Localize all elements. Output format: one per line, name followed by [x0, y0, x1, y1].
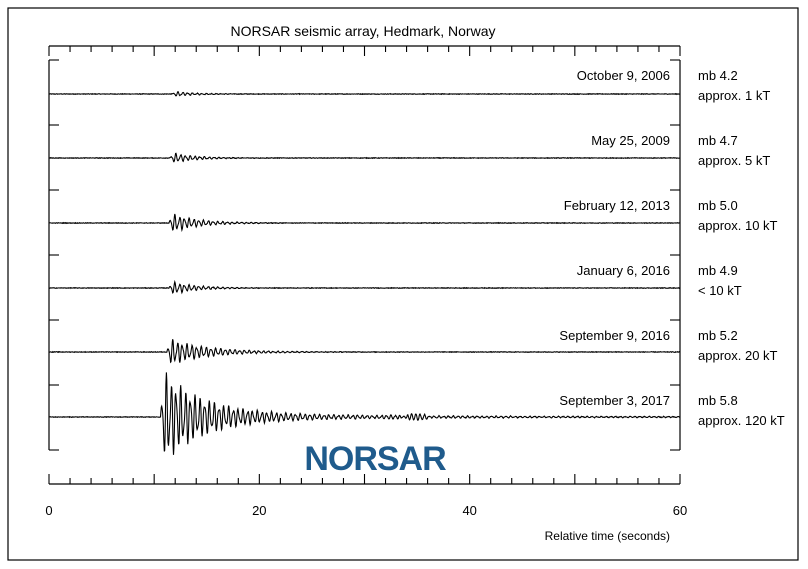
x-tick-label-40: 40 — [462, 503, 476, 518]
outer-frame — [7, 7, 799, 561]
seismogram-trace — [48, 91, 680, 97]
trace-date-label: January 6, 2016 — [577, 263, 670, 278]
seismogram-trace — [48, 372, 681, 455]
magnitude-label: mb 4.2 — [698, 68, 738, 83]
seismogram-trace — [48, 279, 681, 295]
magnitude-label: mb 5.2 — [698, 328, 738, 343]
seismogram-trace — [48, 152, 681, 163]
yield-label: approx. 10 kT — [698, 218, 778, 233]
norsar-logo: NORSAR — [304, 440, 447, 478]
magnitude-label: mb 4.9 — [698, 263, 738, 278]
trace-date-label: October 9, 2006 — [577, 68, 670, 83]
yield-label: approx. 5 kT — [698, 153, 770, 168]
yield-label: approx. 120 kT — [698, 413, 785, 428]
x-axis-label: Relative time (seconds) — [545, 529, 670, 543]
trace-date-label: September 9, 2016 — [559, 328, 670, 343]
x-tick-label-60: 60 — [673, 503, 687, 518]
trace-date-label: February 12, 2013 — [564, 198, 670, 213]
seismogram-trace — [48, 339, 681, 364]
yield-label: approx. 20 kT — [698, 348, 778, 363]
chart-title: NORSAR seismic array, Hedmark, Norway — [230, 23, 495, 39]
norsar-logo-text: NORSAR — [304, 440, 446, 478]
magnitude-label: mb 5.0 — [698, 198, 738, 213]
magnitude-label: mb 5.8 — [698, 393, 738, 408]
axis-ticks — [48, 46, 681, 484]
yield-label: < 10 kT — [698, 283, 742, 298]
seismogram-trace — [48, 213, 681, 233]
trace-date-label: September 3, 2017 — [559, 393, 670, 408]
seismogram-traces — [48, 91, 681, 455]
yield-label: approx. 1 kT — [698, 88, 770, 103]
x-tick-label-0: 0 — [45, 503, 52, 518]
trace-date-label: May 25, 2009 — [591, 133, 670, 148]
x-tick-label-20: 20 — [252, 503, 266, 518]
trace-labels: October 9, 2006 mb 4.2 approx. 1 kT May 25,… — [559, 68, 784, 428]
magnitude-label: mb 4.7 — [698, 133, 738, 148]
